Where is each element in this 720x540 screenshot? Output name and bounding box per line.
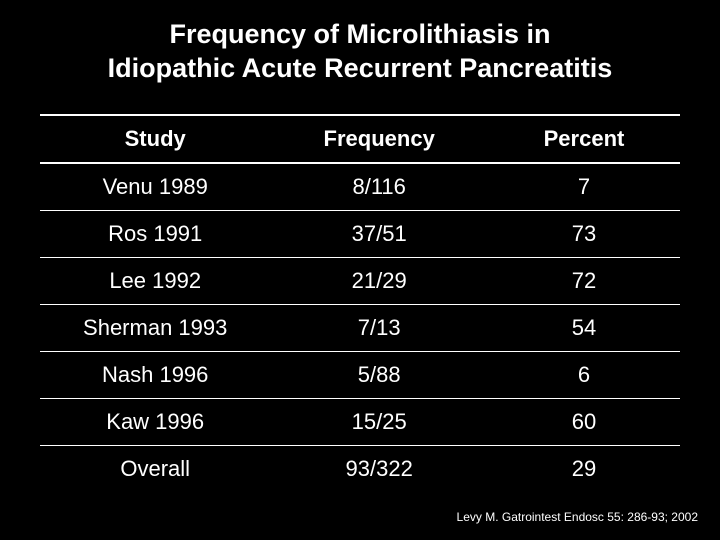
table-row: Kaw 1996 15/25 60 (40, 398, 680, 445)
cell-study: Nash 1996 (40, 351, 270, 398)
table-row: Sherman 1993 7/13 54 (40, 304, 680, 351)
cell-study: Kaw 1996 (40, 398, 270, 445)
col-header-percent: Percent (488, 115, 680, 163)
cell-frequency: 21/29 (270, 257, 488, 304)
col-header-frequency: Frequency (270, 115, 488, 163)
table-row: Overall 93/322 29 (40, 445, 680, 492)
cell-percent: 54 (488, 304, 680, 351)
col-header-study: Study (40, 115, 270, 163)
slide-container: Frequency of Microlithiasis in Idiopathi… (0, 0, 720, 540)
table-row: Nash 1996 5/88 6 (40, 351, 680, 398)
table-row: Lee 1992 21/29 72 (40, 257, 680, 304)
cell-percent: 72 (488, 257, 680, 304)
cell-frequency: 5/88 (270, 351, 488, 398)
cell-frequency: 37/51 (270, 210, 488, 257)
cell-study: Overall (40, 445, 270, 492)
cell-percent: 6 (488, 351, 680, 398)
cell-percent: 7 (488, 163, 680, 211)
table-row: Venu 1989 8/116 7 (40, 163, 680, 211)
cell-study: Lee 1992 (40, 257, 270, 304)
cell-frequency: 93/322 (270, 445, 488, 492)
cell-frequency: 7/13 (270, 304, 488, 351)
cell-percent: 29 (488, 445, 680, 492)
title-line-2: Idiopathic Acute Recurrent Pancreatitis (30, 52, 690, 86)
cell-frequency: 15/25 (270, 398, 488, 445)
citation-text: Levy M. Gatrointest Endosc 55: 286-93; 2… (457, 510, 698, 524)
cell-study: Venu 1989 (40, 163, 270, 211)
title-line-1: Frequency of Microlithiasis in (30, 18, 690, 52)
cell-percent: 60 (488, 398, 680, 445)
slide-title: Frequency of Microlithiasis in Idiopathi… (30, 18, 690, 86)
cell-percent: 73 (488, 210, 680, 257)
table-row: Ros 1991 37/51 73 (40, 210, 680, 257)
table-header-row: Study Frequency Percent (40, 115, 680, 163)
table-body: Venu 1989 8/116 7 Ros 1991 37/51 73 Lee … (40, 163, 680, 492)
data-table: Study Frequency Percent Venu 1989 8/116 … (40, 114, 680, 492)
cell-study: Ros 1991 (40, 210, 270, 257)
cell-study: Sherman 1993 (40, 304, 270, 351)
cell-frequency: 8/116 (270, 163, 488, 211)
